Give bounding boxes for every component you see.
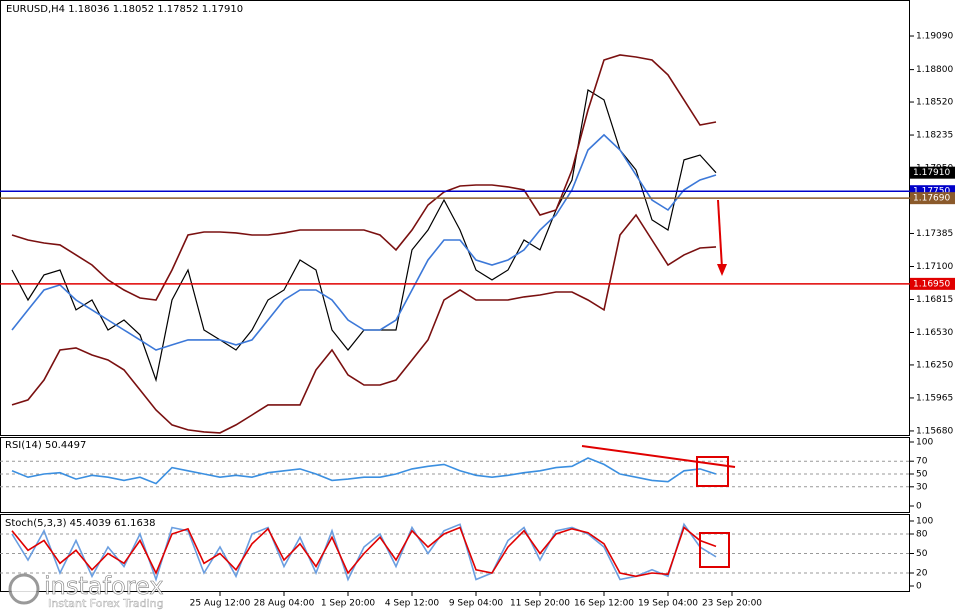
series-line — [11, 526, 717, 578]
x-tick-label: 19 Sep 04:00 — [638, 599, 698, 609]
x-tick-label: 1 Sep 20:00 — [321, 599, 376, 609]
y-tick-label: 1.19090 — [916, 32, 953, 42]
last-price-box — [910, 166, 955, 179]
arrow — [717, 199, 723, 269]
highlight-box — [699, 532, 730, 568]
y-tick-label: 1.15965 — [916, 393, 953, 403]
y-tick-label: 1.18520 — [916, 98, 953, 108]
level-label-box — [910, 277, 955, 290]
x-tick-label: 25 Aug 12:00 — [190, 599, 251, 609]
arrow-head — [717, 264, 727, 276]
x-tick-label: 28 Aug 04:00 — [254, 599, 315, 609]
y-tick-label: 50 — [916, 549, 928, 559]
y-tick-label: 100 — [916, 438, 933, 448]
level-label: 1.16950 — [913, 279, 950, 289]
y-tick-label: 1.18235 — [916, 131, 953, 141]
price-pane — [0, 0, 910, 436]
level-label-box — [910, 192, 955, 205]
price-title: EURUSD,H4 1.18036 1.18052 1.17852 1.1791… — [6, 4, 243, 15]
x-tick-label: 23 Sep 20:00 — [702, 599, 762, 609]
rsi-pane — [0, 437, 910, 513]
y-tick-label: 0 — [916, 502, 922, 512]
y-tick-label: 1.16815 — [916, 295, 953, 305]
y-tick-label: 1.16250 — [916, 360, 953, 370]
watermark: instaforex Instant Forex Trading — [8, 572, 164, 610]
y-tick-label: 20 — [916, 569, 928, 579]
plots: 1.190901.188001.185201.182351.179501.176… — [0, 32, 955, 609]
y-tick-label: 1.18800 — [916, 65, 953, 75]
tagline: Instant Forex Trading — [48, 597, 164, 610]
y-tick-label: 30 — [916, 482, 928, 492]
y-tick-label: 1.15680 — [916, 426, 953, 436]
rsi-title: RSI(14) 50.4497 — [5, 440, 86, 451]
highlight-box — [696, 456, 729, 487]
y-tick-label: 0 — [916, 582, 922, 592]
y-tick-label: 80 — [916, 530, 928, 540]
y-tick-label: 1.17385 — [916, 229, 953, 239]
y-tick-label: 70 — [916, 457, 928, 467]
series-line — [11, 54, 717, 301]
trend-line — [581, 445, 736, 468]
logo — [8, 573, 40, 605]
x-tick-label: 11 Sep 20:00 — [510, 599, 570, 609]
x-tick-label: 9 Sep 04:00 — [449, 599, 504, 609]
series-line — [11, 133, 717, 351]
x-tick-label: 16 Sep 12:00 — [574, 599, 634, 609]
x-tick-label: 4 Sep 12:00 — [385, 599, 440, 609]
series-line — [11, 457, 717, 485]
y-tick-label: 50 — [916, 470, 928, 480]
stoch-title: Stoch(5,3,3) 45.4039 61.1638 — [5, 518, 156, 529]
level-label: 1.17690 — [913, 194, 950, 204]
y-tick-label: 100 — [916, 517, 933, 527]
y-tick-label: 1.17100 — [916, 262, 953, 272]
y-tick-label: 1.16530 — [916, 328, 953, 338]
series-line — [11, 213, 717, 434]
last-price-label: 1.17910 — [913, 168, 950, 178]
level-label: 1.17750 — [913, 187, 950, 197]
brand: instaforex — [44, 572, 164, 600]
